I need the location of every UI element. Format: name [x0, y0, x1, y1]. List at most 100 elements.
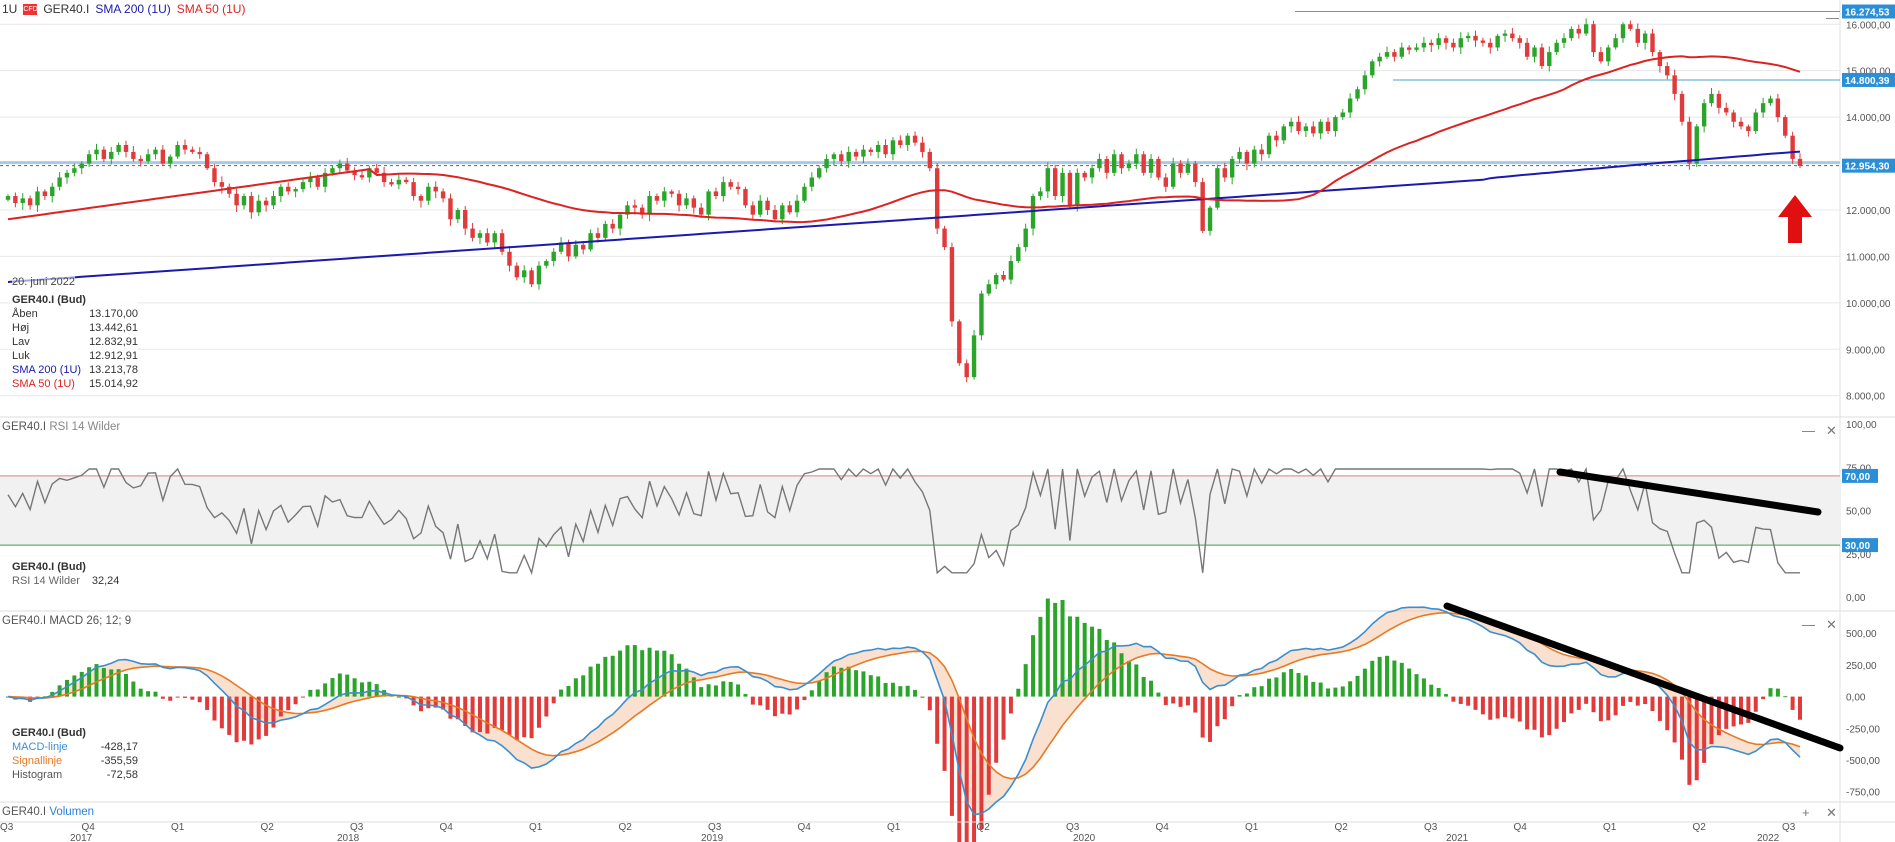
- candle-body: [1451, 42, 1456, 48]
- macd-histogram-bar: [1591, 696, 1596, 713]
- macd-histogram-bar: [1672, 696, 1677, 743]
- interval-label[interactable]: 1U: [2, 2, 18, 16]
- candle-body: [676, 193, 682, 206]
- macd-histogram-bar: [1134, 664, 1139, 697]
- cfd-icon: CFD: [23, 3, 38, 15]
- macd-histogram-bar: [1488, 696, 1493, 720]
- candle-body: [1458, 38, 1463, 48]
- candle-body: [116, 144, 121, 152]
- candle-body: [544, 261, 549, 266]
- time-axis-quarter: Q2: [261, 822, 275, 833]
- macd-histogram-bar: [824, 672, 829, 697]
- macd-histogram-bar: [1222, 696, 1227, 720]
- volume-pane-symbol: GER40.I: [2, 806, 47, 818]
- candle-body: [824, 158, 829, 169]
- rsi-axis-tick: 0,00: [1846, 593, 1866, 604]
- macd-histogram-bar: [1761, 696, 1766, 700]
- macd-histogram-bar: [1340, 686, 1345, 697]
- candle-body: [160, 149, 166, 164]
- candle-body: [551, 251, 556, 262]
- candle-body: [728, 182, 733, 187]
- volume-close-button[interactable]: ✕: [1826, 805, 1837, 820]
- crosshair-date: 20. juni 2022: [12, 276, 75, 288]
- price-info-row: SMA 50 (1U) 15.014,92: [12, 377, 138, 391]
- candle-body: [145, 154, 151, 162]
- candle-body: [197, 151, 202, 155]
- macd-histogram-bar: [861, 671, 866, 697]
- candle-body: [1148, 158, 1154, 173]
- candle-body: [522, 270, 527, 278]
- candle-body: [1170, 163, 1176, 187]
- macd-histogram-bar: [1466, 696, 1471, 706]
- volume-add-button[interactable]: +: [1802, 805, 1810, 820]
- macd-histogram-bar: [227, 696, 232, 735]
- macd-histogram-bar: [249, 696, 254, 745]
- rsi-close-button[interactable]: ✕: [1826, 423, 1837, 438]
- macd-pane[interactable]: 500,00 250,00 0,00 -250,00 -500,00 -750,00: [6, 598, 1880, 842]
- candle-body: [846, 151, 851, 162]
- price-info-row-value: 13.170,00: [89, 308, 138, 320]
- macd-histogram-bar: [1082, 622, 1087, 697]
- candle-body: [964, 363, 969, 378]
- candle-body: [94, 149, 99, 155]
- macd-axis-tick: 250,00: [1846, 661, 1877, 672]
- rsi-pane[interactable]: 100,00 75,00 50,00 25,00 0,00 70,00 30,00: [0, 420, 1878, 604]
- macd-histogram-bar: [610, 655, 615, 697]
- candle-body: [418, 196, 424, 201]
- candle-body: [514, 265, 520, 278]
- macd-info-title: GER40.I (Bud): [12, 727, 86, 739]
- macd-histogram-bar: [854, 670, 859, 697]
- candle-body: [1672, 75, 1677, 94]
- macd-histogram-bar: [1370, 660, 1375, 697]
- rsi-minimize-button[interactable]: —: [1802, 423, 1815, 438]
- time-axis-quarter: Q1: [171, 822, 185, 833]
- time-axis: Q3 Q4 Q1 Q2 Q3 Q4 Q1 Q2 Q3 Q4 Q1 Q2 Q3 Q4 Q1 Q2 Q3 Q4 Q1 Q2…: [0, 821, 1895, 842]
- candle-body: [1104, 158, 1109, 173]
- candle-body: [721, 182, 726, 197]
- macd-info-rows: MACD-linje -428,17 Signallinje -355,59 Histo…: [12, 740, 138, 782]
- macd-histogram-bar: [1775, 688, 1780, 697]
- macd-histogram-bar: [1171, 696, 1176, 704]
- symbol-label[interactable]: GER40.I: [43, 2, 90, 16]
- macd-histogram-bar: [1333, 687, 1338, 697]
- candle-body: [743, 189, 748, 206]
- candle-body: [1347, 98, 1353, 113]
- candle-body: [839, 154, 844, 162]
- macd-histogram-bar: [1377, 656, 1382, 697]
- macd-histogram-bar: [315, 689, 320, 697]
- price-badge-label: 16.274,53: [1845, 8, 1890, 19]
- candle-body: [1355, 89, 1360, 99]
- sma50-legend[interactable]: SMA 50 (1U): [176, 2, 246, 16]
- macd-histogram-bar: [1790, 696, 1795, 710]
- volume-pane-label[interactable]: Volumen: [49, 806, 95, 818]
- macd-histogram-bar: [691, 677, 696, 697]
- macd-histogram-bar: [817, 680, 822, 697]
- candle-body: [404, 179, 409, 183]
- macd-histogram-bar: [359, 682, 364, 697]
- price-minimize-button[interactable]: —: [1826, 10, 1839, 25]
- price-axis-tick: 9.000,00: [1846, 345, 1885, 356]
- candle-body: [861, 149, 866, 157]
- rsi-info-row: RSI 14 Wilder 32,24: [12, 574, 122, 588]
- macd-histogram-bar: [581, 675, 586, 697]
- macd-histogram-bar: [1230, 696, 1235, 707]
- candle-body: [153, 149, 158, 155]
- candle-body: [566, 242, 571, 257]
- candle-body: [610, 223, 615, 229]
- macd-minimize-button[interactable]: —: [1802, 617, 1815, 632]
- price-info-row-label: Luk: [12, 350, 30, 362]
- macd-histogram-bar: [809, 690, 814, 697]
- candle-body: [1207, 207, 1213, 231]
- candle-body: [1193, 163, 1198, 183]
- macd-close-button[interactable]: ✕: [1826, 617, 1837, 632]
- candle-body: [1089, 168, 1095, 178]
- price-info-row-value: 13.213,78: [89, 364, 138, 376]
- macd-histogram-bar: [396, 696, 401, 698]
- candle-body: [1045, 168, 1051, 192]
- candle-body: [794, 200, 800, 213]
- macd-histogram-bar: [536, 696, 541, 728]
- candle-body: [448, 198, 453, 220]
- sma200-legend[interactable]: SMA 200 (1U): [95, 2, 171, 16]
